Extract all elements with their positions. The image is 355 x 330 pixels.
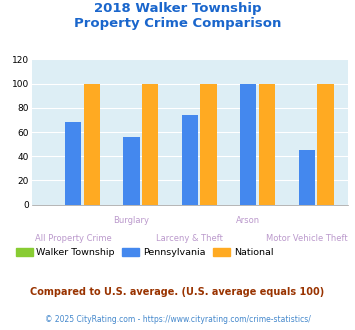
Text: © 2025 CityRating.com - https://www.cityrating.com/crime-statistics/: © 2025 CityRating.com - https://www.city… xyxy=(45,315,310,324)
Bar xyxy=(317,83,334,205)
Bar xyxy=(182,115,198,205)
Bar xyxy=(259,83,275,205)
Bar xyxy=(240,83,256,205)
Text: Larceny & Theft: Larceny & Theft xyxy=(157,234,223,243)
Bar xyxy=(84,83,100,205)
Text: Compared to U.S. average. (U.S. average equals 100): Compared to U.S. average. (U.S. average … xyxy=(31,287,324,297)
Bar xyxy=(299,150,315,205)
Text: Motor Vehicle Theft: Motor Vehicle Theft xyxy=(266,234,348,243)
Text: Burglary: Burglary xyxy=(114,216,149,225)
Bar xyxy=(142,83,158,205)
Legend: Walker Township, Pennsylvania, National: Walker Township, Pennsylvania, National xyxy=(12,244,277,261)
Bar xyxy=(124,137,140,205)
Text: All Property Crime: All Property Crime xyxy=(35,234,111,243)
Text: Arson: Arson xyxy=(236,216,260,225)
Bar xyxy=(65,122,81,205)
Bar xyxy=(201,83,217,205)
Text: 2018 Walker Township
Property Crime Comparison: 2018 Walker Township Property Crime Comp… xyxy=(74,2,281,30)
